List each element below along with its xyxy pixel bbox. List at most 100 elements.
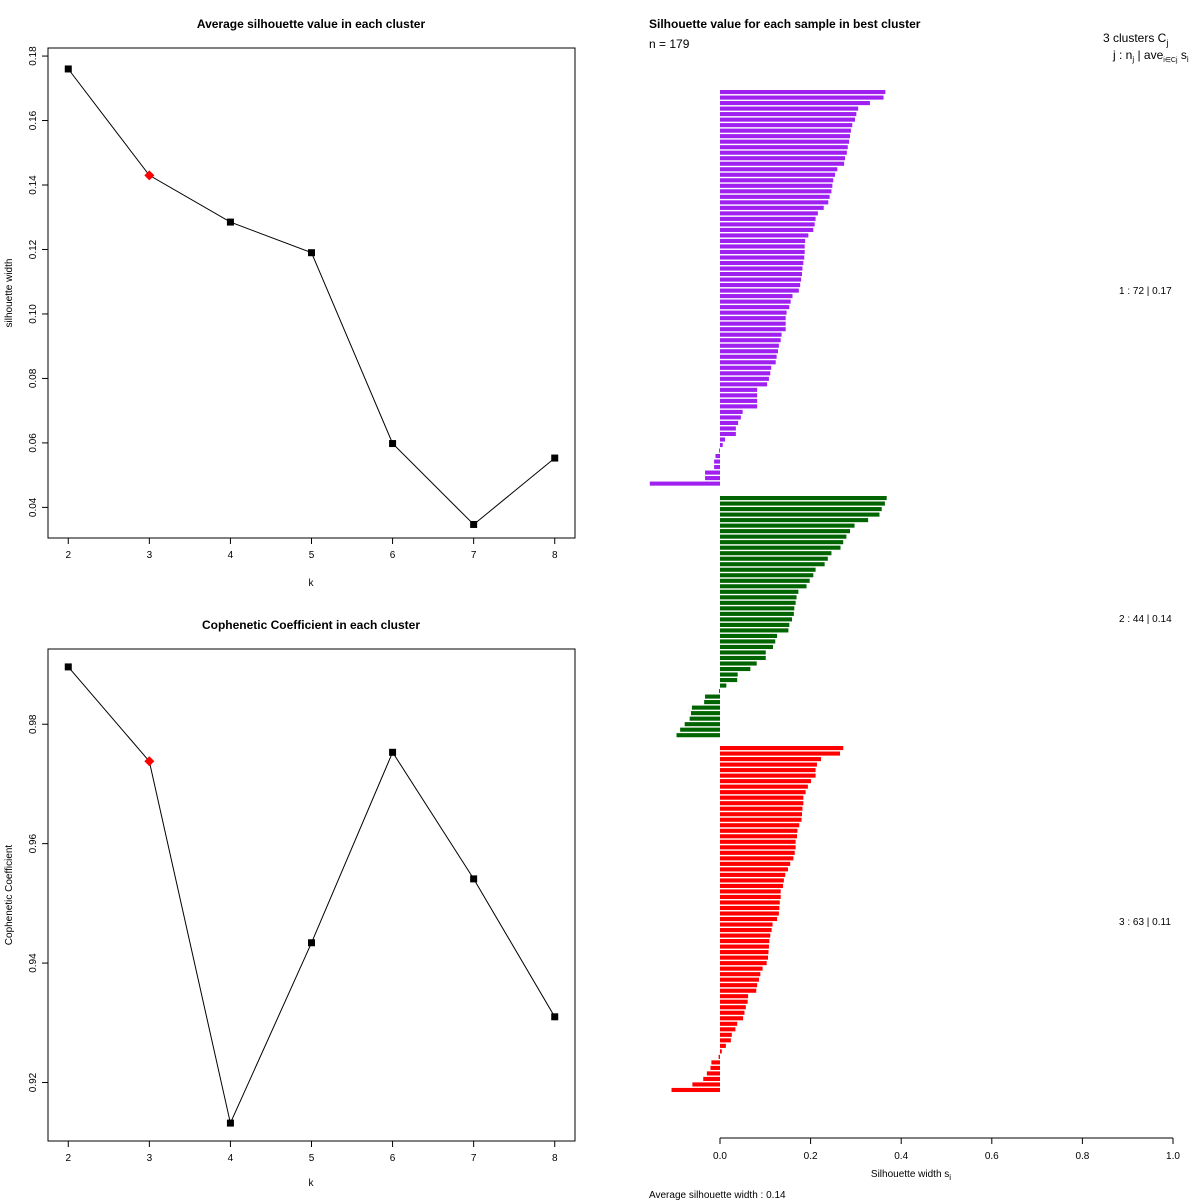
panel2-xtick-label-2: 2 [65,1153,71,1164]
silhouette-bar-c3-45 [720,988,757,993]
panel1-xtick-label-7: 7 [471,550,477,561]
silhouette-bar-c1-56 [720,393,758,398]
silhouette-bar-c3-12 [720,806,803,811]
silhouette-bar-c2-11 [720,551,832,556]
silhouette-bar-c1-53 [720,376,769,381]
silhouette-bar-c2-33 [720,672,738,677]
silhouette-bar-c3-29 [720,900,780,905]
panel2-xtick-label-3: 3 [147,1153,153,1164]
silhouette-bar-c1-58 [720,404,758,409]
silhouette-bar-c3-2 [720,751,841,756]
panel2-x-axis: 2 3 4 5 6 7 8 [65,1141,558,1164]
silhouette-bar-c2-17 [720,584,807,589]
silhouette-bar-c2-23 [720,617,793,622]
panel2-ylabel: Cophenetic Coefficient [4,845,15,946]
silhouette-bar-c2-12 [720,556,828,561]
silhouette-bar-c3-19 [720,845,796,850]
silhouette-bar-c3-27 [720,889,781,894]
silhouette-bar-c3-57 [718,1054,720,1059]
silhouette-bar-c1-60 [720,415,741,420]
panel2-y-axis: 0.92 0.94 0.96 0.98 [28,714,48,1092]
silhouette-bar-c1-17 [720,178,834,183]
silhouette-bar-c3-47 [720,999,748,1004]
panel2-ytick-label-0.92: 0.92 [28,1072,39,1092]
panel2-xtick-label-4: 4 [228,1153,234,1164]
panel2-point-k3-best [144,756,155,767]
silhouette-bar-c3-14 [720,817,802,822]
cluster-2-summary: 2 : 44 | 0.14 [1119,614,1172,625]
silhouette-bar-c1-3 [720,101,870,106]
silhouette-bar-c3-1 [720,746,844,751]
silhouette-bar-c1-51 [720,365,772,370]
panel1-ylabel: silhouette width [4,259,15,328]
silhouette-bar-c3-20 [720,850,795,855]
silhouette-bar-c3-49 [720,1010,745,1015]
silhouette-bar-c3-32 [720,916,778,922]
silhouette-bar-c2-5 [720,518,869,523]
panel2-xlabel: k [309,1178,315,1189]
silhouette-plot-panel: Silhouette value for each sample in best… [649,17,1189,1200]
silhouette-bar-c3-55 [720,1043,726,1048]
panel1-point-k6 [389,440,397,448]
cluster-1-summary: 1 : 72 | 0.17 [1119,286,1172,297]
silhouette-bar-c3-53 [720,1032,732,1037]
silhouette-bar-c2-39 [691,705,720,710]
panel2-point-k5 [308,939,315,947]
panel3-xtick-label-1.0: 1.0 [1166,1151,1180,1162]
panel1-ytick-label-0.08: 0.08 [28,368,39,388]
silhouette-bar-c3-7 [720,779,812,784]
silhouette-bar-c3-52 [720,1027,736,1032]
silhouette-bar-c2-42 [684,722,720,727]
silhouette-bar-c2-8 [720,534,847,539]
silhouette-bar-c3-11 [720,801,804,806]
silhouette-bar-c3-6 [720,773,816,778]
silhouette-bar-c1-65 [720,442,723,448]
panel3-xlabel-sub: i [949,1173,951,1182]
panel1-ytick-label-0.10: 0.10 [28,304,39,324]
panel2-title: Cophenetic Coefficient in each cluster [202,618,420,632]
legend-n-sub: j [1131,55,1134,64]
panel2-point-k6 [389,748,397,756]
panel1-y-axis: 0.04 0.06 0.08 0.10 0.12 0.14 0.16 0.18 [28,46,48,517]
silhouette-bar-c2-35 [720,683,727,688]
silhouette-bar-c1-47 [720,343,779,348]
panel1-xlabel: k [309,578,315,589]
silhouette-bar-c3-54 [720,1038,731,1043]
silhouette-bar-c1-27 [720,233,809,238]
silhouette-bar-c1-34 [720,272,802,277]
panel1-xtick-label-8: 8 [552,550,558,561]
silhouette-bar-c3-3 [720,757,822,762]
panel1-ytick-label-0.18: 0.18 [28,46,39,66]
silhouette-bar-c1-13 [720,156,846,161]
silhouette-bar-c1-61 [720,420,739,425]
silhouette-bar-c1-35 [720,277,802,282]
silhouette-bar-c2-13 [720,562,825,567]
silhouette-bar-c1-46 [720,338,781,343]
average-silhouette-width: Average silhouette width : 0.14 [649,1190,786,1200]
silhouette-bar-c3-35 [720,933,771,938]
panel3-xtick-label-0.8: 0.8 [1075,1151,1089,1162]
legend-clusters: 3 clusters Cj [1103,31,1168,48]
panel1-series [64,65,559,528]
silhouette-bar-c1-55 [720,387,758,392]
panel2-point-k2 [64,663,72,671]
silhouette-bar-c2-31 [720,661,757,666]
silhouette-bar-c1-9 [720,134,851,139]
panel1-ytick-label-0.16: 0.16 [28,110,39,130]
silhouette-bar-c1-63 [720,431,736,437]
panel1-ytick-label-0.12: 0.12 [28,239,39,259]
panel2-series-line [67,666,556,1125]
silhouette-bar-c1-22 [720,205,824,210]
silhouette-bar-c1-29 [720,244,805,249]
silhouette-bar-c3-16 [720,828,798,833]
silhouette-bar-c3-44 [720,983,758,988]
silhouette-bar-c3-34 [720,928,772,933]
legend-j-n: j : n [1112,48,1132,62]
panel2-ytick-label-0.96: 0.96 [28,833,39,853]
panel2-xtick-label-6: 6 [390,1153,396,1164]
silhouette-bar-c1-41 [720,310,787,315]
silhouette-bar-c3-41 [720,966,763,971]
silhouette-bar-c1-1 [720,90,886,95]
silhouette-bar-c3-15 [720,823,800,828]
